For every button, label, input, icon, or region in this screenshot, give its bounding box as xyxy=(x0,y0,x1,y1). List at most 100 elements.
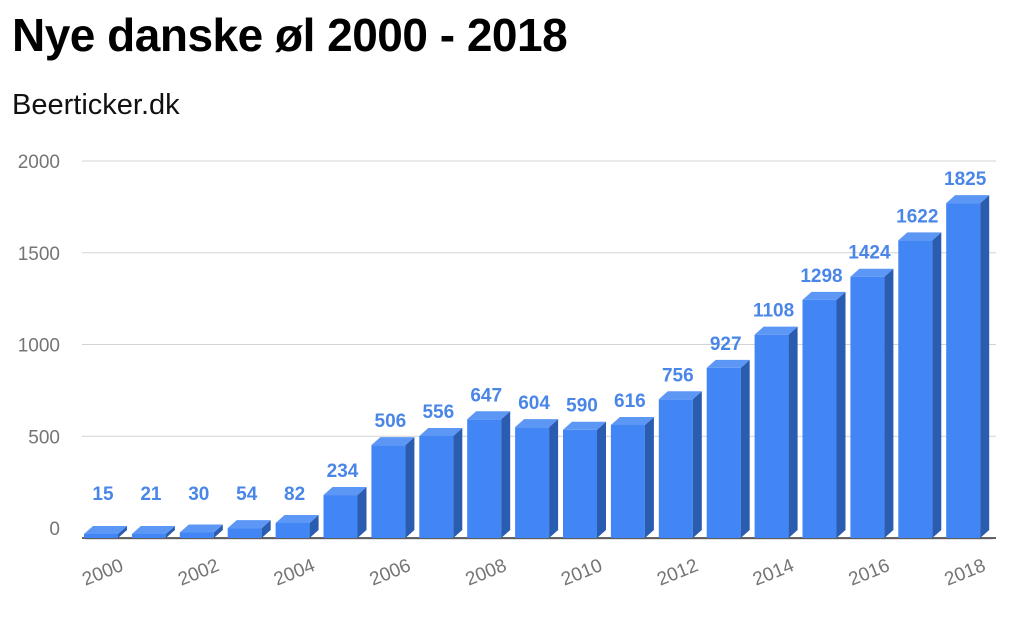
bar-front xyxy=(802,299,837,538)
bar-front xyxy=(323,495,358,538)
bar-side xyxy=(788,326,798,538)
bar xyxy=(850,268,894,538)
bar-front xyxy=(515,427,550,538)
chart-subtitle: Beerticker.dk xyxy=(12,89,180,121)
bar xyxy=(227,520,271,538)
y-tick-label: 1500 xyxy=(18,244,60,265)
bar-side xyxy=(405,437,415,538)
bar-front xyxy=(898,240,933,538)
bar xyxy=(946,195,990,539)
x-tick-label: 2010 xyxy=(558,555,605,590)
data-label: 1424 xyxy=(848,243,891,264)
data-label: 590 xyxy=(566,396,598,417)
bar-side xyxy=(357,487,367,538)
y-tick-label: 0 xyxy=(49,519,60,540)
bar-front xyxy=(371,445,406,538)
bar-side xyxy=(692,391,702,538)
bar-top xyxy=(275,514,319,523)
chart-title: Nye danske øl 2000 - 2018 xyxy=(12,9,568,61)
data-label: 54 xyxy=(236,484,258,505)
data-label: 506 xyxy=(375,411,407,432)
bar-side xyxy=(118,526,127,538)
bar-top xyxy=(610,416,654,425)
data-label: 556 xyxy=(422,402,454,423)
bar-side xyxy=(501,411,511,538)
bar-top xyxy=(706,359,750,368)
bar-top xyxy=(179,524,223,533)
bar-side xyxy=(597,421,606,538)
bar xyxy=(131,526,175,538)
bar-front xyxy=(563,429,597,538)
bar xyxy=(371,437,415,538)
bar-side xyxy=(309,514,319,538)
bar-side xyxy=(165,526,175,538)
bar xyxy=(323,487,367,538)
bar-side xyxy=(644,416,654,538)
bar xyxy=(802,291,846,538)
bar xyxy=(754,326,798,538)
bar-front xyxy=(754,334,789,538)
bar-top xyxy=(419,427,463,436)
bar-top xyxy=(946,195,990,204)
x-tick-label: 2014 xyxy=(750,555,797,590)
x-tick-label: 2000 xyxy=(79,555,126,590)
x-tick-label: 2004 xyxy=(271,555,318,590)
bar xyxy=(179,524,223,538)
bar-top xyxy=(467,411,511,420)
bar-front xyxy=(946,203,981,539)
bar-top xyxy=(227,520,271,529)
bar xyxy=(467,411,511,538)
x-tick-label: 2006 xyxy=(367,555,414,590)
bar-top xyxy=(898,232,942,241)
x-tick-label: 2016 xyxy=(846,555,893,590)
bar xyxy=(275,514,319,538)
y-tick-label: 1000 xyxy=(18,336,60,357)
bar xyxy=(515,419,559,538)
bar-front xyxy=(467,419,502,538)
bar-top xyxy=(131,526,175,534)
bar xyxy=(610,416,654,538)
x-axis: 2000 2002 2004 2006 2008 2010 2012 2014 2016 2018 xyxy=(79,555,988,590)
bar-top xyxy=(563,421,606,430)
y-tick-label: 500 xyxy=(28,427,60,448)
bar-top xyxy=(84,526,127,534)
bar-side xyxy=(453,427,463,538)
bar-front xyxy=(179,532,214,538)
x-tick-label: 2002 xyxy=(175,555,222,590)
data-label: 1825 xyxy=(944,169,987,190)
data-label: 1298 xyxy=(800,266,842,287)
bar xyxy=(563,421,606,538)
bar-front xyxy=(658,399,693,538)
x-tick-label: 2008 xyxy=(463,555,510,590)
bar-side xyxy=(836,291,846,538)
y-tick-label: 2000 xyxy=(18,152,60,173)
bar-side xyxy=(549,419,559,538)
data-label: 756 xyxy=(662,365,694,386)
bar-front xyxy=(850,276,885,538)
bar-side xyxy=(980,195,990,539)
y-axis: 0 500 1000 1500 2000 xyxy=(18,152,60,540)
data-label: 15 xyxy=(92,484,114,505)
data-label: 234 xyxy=(327,461,359,482)
data-labels: 15 21 30 54 82 234 506 556 647 604 590 616 756 927 110… xyxy=(92,169,986,505)
data-label: 82 xyxy=(284,484,305,505)
bar-top xyxy=(371,437,415,446)
bar-side xyxy=(261,520,271,538)
bar-top xyxy=(850,268,894,277)
bar-front xyxy=(275,522,310,538)
bar-top xyxy=(658,391,702,400)
data-label: 1108 xyxy=(753,301,794,322)
data-label: 604 xyxy=(518,393,550,414)
data-label: 647 xyxy=(470,385,502,406)
data-label: 21 xyxy=(140,484,162,505)
bar-top xyxy=(754,326,798,335)
bar-front xyxy=(419,435,454,538)
bar xyxy=(419,427,463,538)
bar-top xyxy=(802,291,846,300)
data-label: 927 xyxy=(710,334,742,355)
data-label: 1622 xyxy=(896,206,938,227)
bar-front xyxy=(131,534,166,538)
bars xyxy=(84,195,990,539)
bar xyxy=(898,232,942,538)
bar-top xyxy=(515,419,559,428)
